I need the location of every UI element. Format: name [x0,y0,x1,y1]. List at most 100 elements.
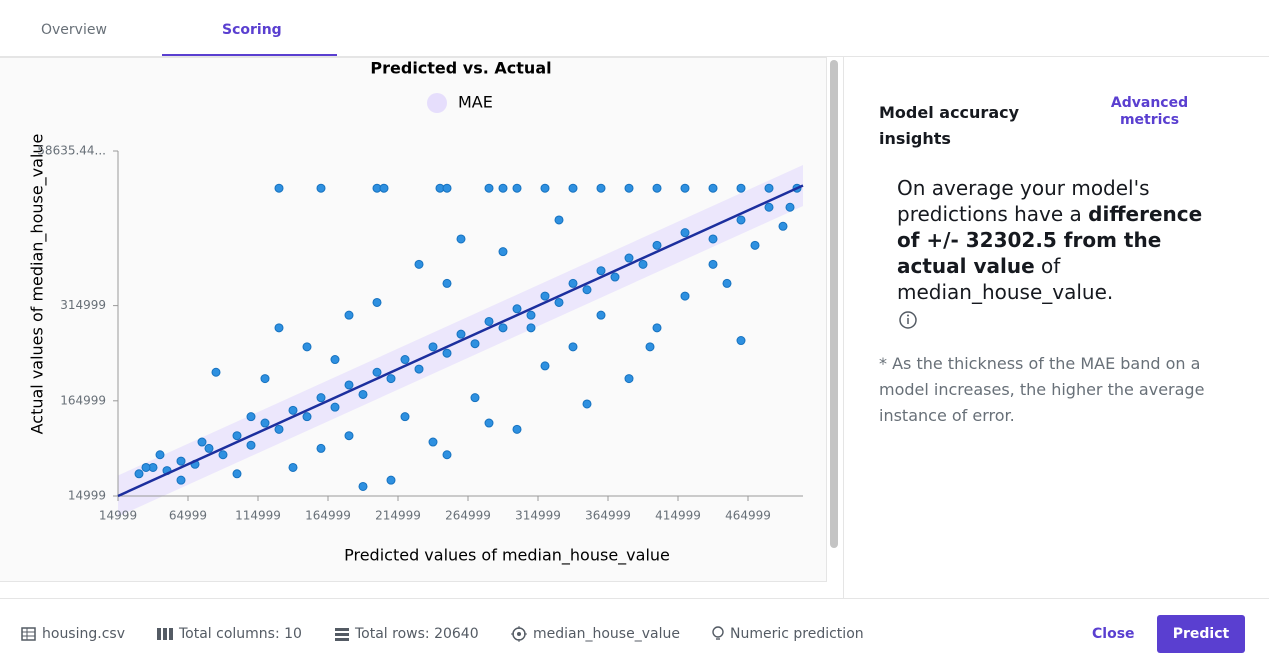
y-axis-label: Actual values of median_house_value [28,134,48,435]
point [246,440,256,450]
point [134,469,144,479]
point [708,183,718,193]
point [302,342,312,352]
x-tick-label: 214999 [375,509,421,523]
tab[interactable]: Overview [41,22,107,38]
y-tick-label: 58635.44... [37,144,106,158]
point [750,240,760,250]
text: On average your model's predictions have… [897,176,1150,226]
y-tick-label: 314999 [60,298,106,312]
point [316,393,326,403]
point [596,310,606,320]
text: Total rows: 20640 [355,626,479,642]
point [232,469,242,479]
scrollbar[interactable] [830,60,838,548]
point [680,228,690,238]
predict-button[interactable]: Predict [1157,615,1245,653]
point [288,405,298,415]
point [316,443,326,453]
x-tick-label: 414999 [655,509,701,523]
close-button[interactable]: Close [1092,626,1135,642]
point [708,234,718,244]
point [316,183,326,193]
icon [157,628,173,640]
point [414,259,424,269]
point [582,399,592,409]
point [372,367,382,377]
point [526,323,536,333]
point [330,355,340,365]
point [274,183,284,193]
x-tick-label: 114999 [235,509,281,523]
point [568,183,578,193]
point [764,183,774,193]
point [484,418,494,428]
x-tick-label: 14999 [99,509,137,523]
legend-label: MAE [458,93,493,112]
icon [712,626,724,640]
point [624,183,634,193]
point [736,183,746,193]
point [568,278,578,288]
point [470,393,480,403]
point [442,278,452,288]
point [582,285,592,295]
point [442,183,452,193]
point [176,456,186,466]
point [211,367,221,377]
chart: Predicted vs. Actual MAE Actual values o… [28,59,804,566]
text: Numeric prediction [730,626,864,642]
info-icon[interactable] [897,309,919,331]
point [554,297,564,307]
x-tick-label: 314999 [515,509,561,523]
point [540,183,550,193]
x-tick-label: 464999 [725,509,771,523]
mae-note: * As the thickness of the MAE band on a … [879,354,1205,425]
point [400,355,410,365]
point [330,402,340,412]
rows-item: Total rows: 20640 [335,626,479,642]
y-tick-label: 14999 [68,489,106,503]
point [232,431,242,441]
point [358,481,368,491]
text: from the actual value [897,228,1162,278]
text: of median_house_value. [897,254,1114,304]
point [274,424,284,434]
mae-value: 32302.5 [965,228,1057,252]
point [274,323,284,333]
point [764,202,774,212]
icon [511,626,527,642]
columns-item: Total columns: 10 [157,626,302,642]
footer: housing.csv Total columns: 10 Total rows… [0,598,1269,664]
point [624,253,634,263]
point [260,374,270,384]
insight-text: On average your model's predictions have… [897,175,1227,331]
point [512,424,522,434]
point [379,183,389,193]
legend-swatch [427,93,447,113]
text: difference of +/- [897,202,1203,252]
point [526,310,536,320]
point [344,380,354,390]
advanced-metrics-link[interactable]: Advanced metrics [1110,95,1189,128]
y-tick-label: 164999 [60,393,106,407]
chart-title: Predicted vs. Actual [370,59,551,78]
divider [0,56,1269,57]
point [176,475,186,485]
point [456,234,466,244]
point [386,475,396,485]
x-tick-label: 64999 [169,509,207,523]
tab[interactable]: Scoring [222,22,282,38]
point [386,374,396,384]
point [778,221,788,231]
point [344,431,354,441]
point [260,418,270,428]
text: Total columns: 10 [179,626,302,642]
point [568,342,578,352]
point [554,215,564,225]
point [680,183,690,193]
point [414,364,424,374]
point [638,259,648,269]
point [624,374,634,384]
